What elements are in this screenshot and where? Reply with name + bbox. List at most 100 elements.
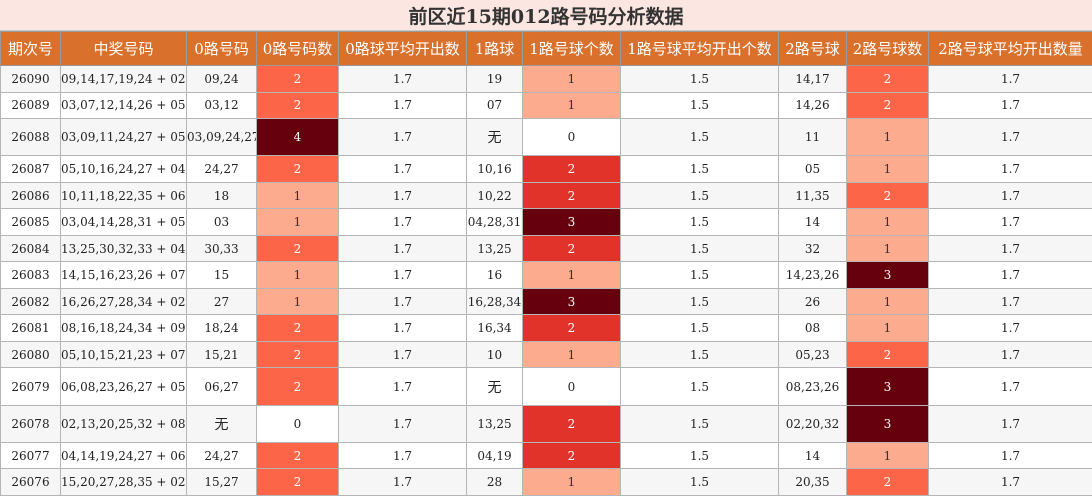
route0-avg-cell: 1.7	[338, 208, 467, 236]
route2-numbers-cell: 32	[778, 234, 847, 263]
route2-avg-cell: 1.7	[928, 314, 1092, 342]
route0-count-cell: 0	[256, 404, 339, 443]
route0-numbers-cell: 03,09,24,27	[186, 118, 257, 157]
route2-count-cell: 3	[846, 404, 929, 443]
route2-numbers-cell: 14,17	[778, 65, 847, 93]
route1-avg-cell: 1.5	[620, 155, 779, 183]
route0-count-cell: 2	[256, 441, 339, 470]
issue-cell: 26082	[0, 287, 61, 316]
route2-numbers-cell: 11,35	[778, 181, 847, 210]
route0-count-cell: 1	[256, 261, 339, 289]
route0-numbers-cell: 无	[186, 404, 257, 443]
route2-count-cell: 3	[846, 367, 929, 406]
issue-cell: 26089	[0, 91, 61, 120]
route1-avg-cell: 1.5	[620, 367, 779, 406]
route0-avg-cell: 1.7	[338, 287, 467, 316]
route2-numbers-cell: 14,26	[778, 91, 847, 120]
route2-numbers-cell: 26	[778, 287, 847, 316]
route1-avg-cell: 1.5	[620, 468, 779, 496]
route1-numbers-cell: 04,28,31	[466, 208, 523, 236]
route2-avg-cell: 1.7	[928, 367, 1092, 406]
route1-avg-cell: 1.5	[620, 118, 779, 157]
col-header-issue: 期次号	[0, 31, 61, 66]
route2-count-cell: 1	[846, 287, 929, 316]
route0-avg-cell: 1.7	[338, 441, 467, 470]
route0-count-cell: 2	[256, 91, 339, 120]
route1-numbers-cell: 16,34	[466, 314, 523, 342]
route1-count-cell: 2	[522, 314, 621, 342]
issue-cell: 26080	[0, 340, 61, 369]
route2-count-cell: 2	[846, 181, 929, 210]
route1-count-cell: 2	[522, 155, 621, 183]
route1-numbers-cell: 16	[466, 261, 523, 289]
route1-numbers-cell: 13,25	[466, 234, 523, 263]
route1-numbers-cell: 10	[466, 340, 523, 369]
route1-count-cell: 3	[522, 208, 621, 236]
route2-avg-cell: 1.7	[928, 181, 1092, 210]
route0-avg-cell: 1.7	[338, 468, 467, 496]
issue-cell: 26083	[0, 261, 61, 289]
route1-count-cell: 2	[522, 234, 621, 263]
col-header-route2-count: 2路号球数	[846, 31, 929, 66]
route0-numbers-cell: 03,12	[186, 91, 257, 120]
route1-avg-cell: 1.5	[620, 208, 779, 236]
route0-avg-cell: 1.7	[338, 314, 467, 342]
route0-numbers-cell: 09,24	[186, 65, 257, 93]
winning-numbers-cell: 03,09,11,24,27 + 05,11	[60, 118, 187, 157]
route1-numbers-cell: 07	[466, 91, 523, 120]
header-row: 期次号 中奖号码 0路号码 0路号码数 0路球平均开出数 1路球 1路号球个数 …	[0, 31, 1092, 66]
issue-cell: 26088	[0, 118, 61, 157]
route2-numbers-cell: 08	[778, 314, 847, 342]
route2-numbers-cell: 14,23,26	[778, 261, 847, 289]
route1-numbers-cell: 04,19	[466, 441, 523, 470]
winning-numbers-cell: 02,13,20,25,32 + 08,11	[60, 404, 187, 443]
issue-cell: 26090	[0, 65, 61, 93]
route2-count-cell: 1	[846, 155, 929, 183]
issue-cell: 26078	[0, 404, 61, 443]
route1-avg-cell: 1.5	[620, 441, 779, 470]
winning-numbers-cell: 03,07,12,14,26 + 05,11	[60, 91, 187, 120]
winning-numbers-cell: 05,10,15,21,23 + 07,08	[60, 340, 187, 369]
route2-avg-cell: 1.7	[928, 404, 1092, 443]
col-header-winning-numbers: 中奖号码	[60, 31, 187, 66]
route0-count-cell: 2	[256, 65, 339, 93]
col-header-route0-numbers: 0路号码	[186, 31, 257, 66]
route0-avg-cell: 1.7	[338, 404, 467, 443]
route1-avg-cell: 1.5	[620, 261, 779, 289]
route2-count-cell: 1	[846, 118, 929, 157]
col-header-route1-count: 1路号球个数	[522, 31, 621, 66]
winning-numbers-cell: 14,15,16,23,26 + 07,09	[60, 261, 187, 289]
route1-numbers-cell: 16,28,34	[466, 287, 523, 316]
route0-count-cell: 1	[256, 208, 339, 236]
route0-count-cell: 1	[256, 287, 339, 316]
route0-numbers-cell: 18	[186, 181, 257, 210]
route1-count-cell: 1	[522, 261, 621, 289]
route0-avg-cell: 1.7	[338, 91, 467, 120]
winning-numbers-cell: 09,14,17,19,24 + 02,09	[60, 65, 187, 93]
route1-count-cell: 2	[522, 441, 621, 470]
route0-avg-cell: 1.7	[338, 340, 467, 369]
route0-numbers-cell: 15,21	[186, 340, 257, 369]
route2-avg-cell: 1.7	[928, 468, 1092, 496]
route1-avg-cell: 1.5	[620, 340, 779, 369]
route2-avg-cell: 1.7	[928, 287, 1092, 316]
route1-numbers-cell: 无	[466, 367, 523, 406]
route0-avg-cell: 1.7	[338, 261, 467, 289]
route1-avg-cell: 1.5	[620, 181, 779, 210]
route0-avg-cell: 1.7	[338, 65, 467, 93]
route2-avg-cell: 1.7	[928, 340, 1092, 369]
route0-count-cell: 2	[256, 367, 339, 406]
route0-count-cell: 2	[256, 234, 339, 263]
route2-avg-cell: 1.7	[928, 91, 1092, 120]
col-header-route0-count: 0路号码数	[256, 31, 339, 66]
